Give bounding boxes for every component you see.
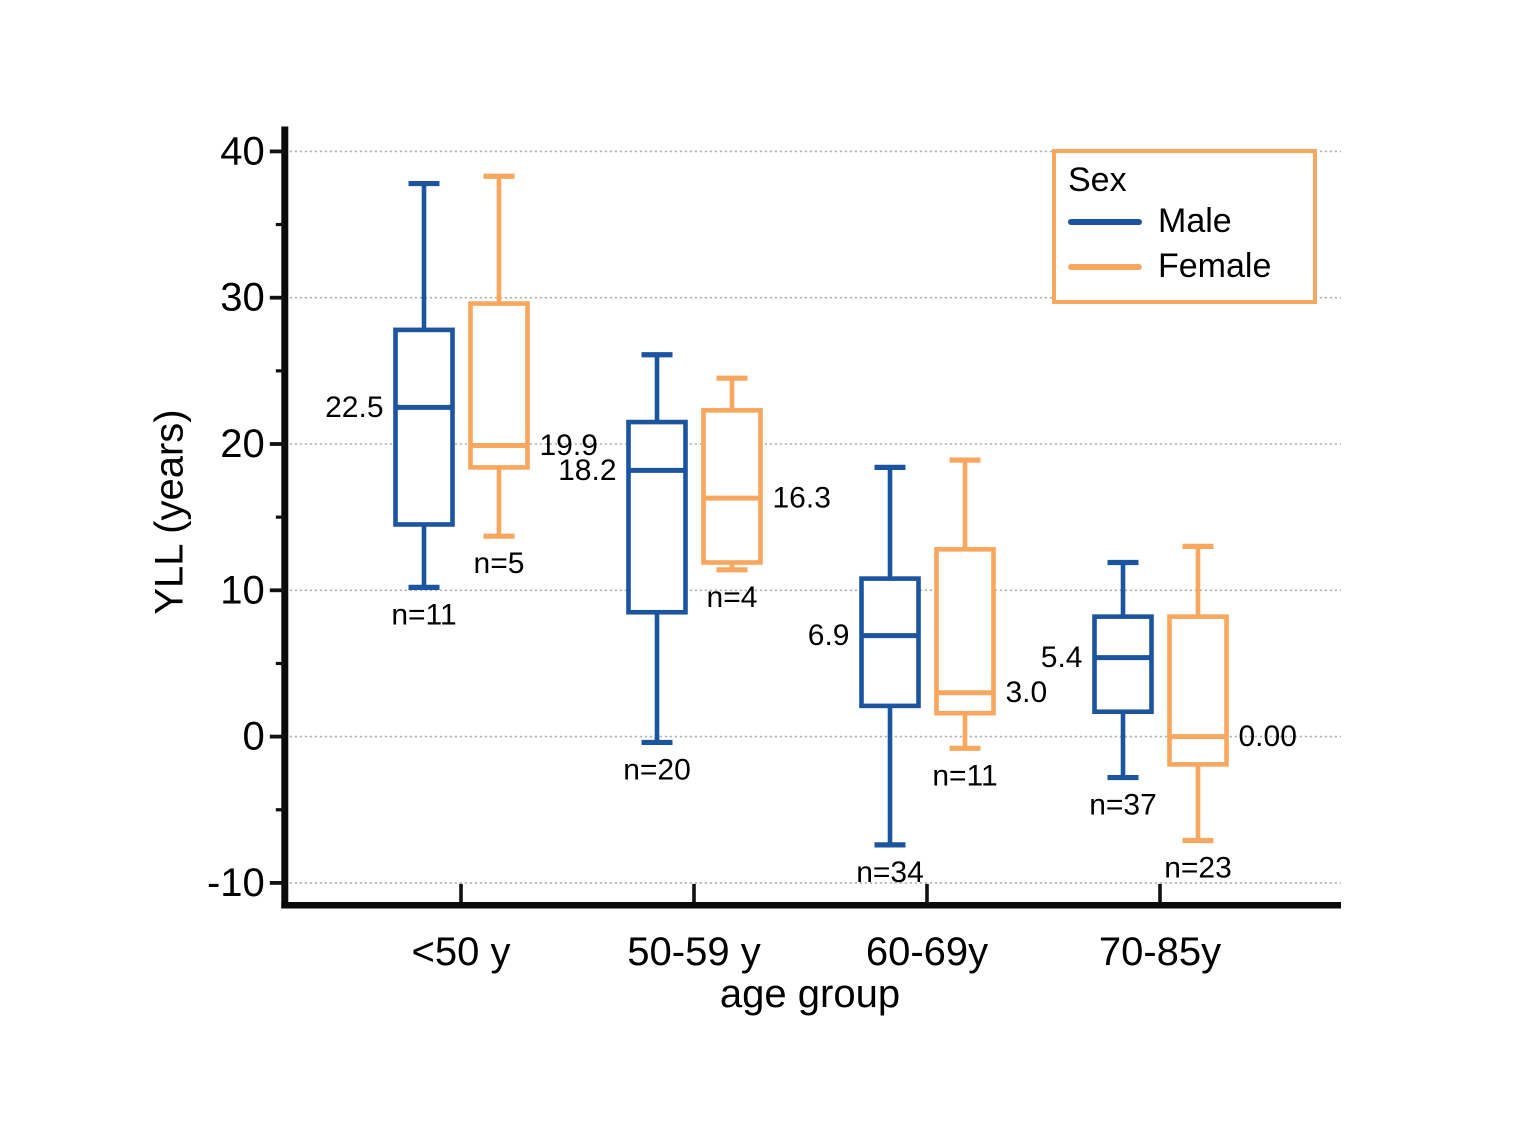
box-male-70-85y <box>1092 614 1154 715</box>
median-label-male-<50 y: 22.5 <box>325 391 383 424</box>
legend-title: Sex <box>1068 161 1127 199</box>
n-label-female-50-59 y: n=4 <box>707 581 758 614</box>
box-male-<50 y <box>393 327 455 527</box>
x-tick-label-70-85y: 70-85y <box>1099 930 1221 974</box>
median-label-female-50-59 y: 16.3 <box>773 482 831 515</box>
x-axis-spine <box>281 902 1341 909</box>
female-line-swatch <box>1068 263 1142 270</box>
box-male-50-59 y <box>626 419 688 615</box>
legend-label-female: Female <box>1158 247 1272 285</box>
y-tick-label-20: 20 <box>220 422 265 466</box>
legend-label-male: Male <box>1158 202 1232 240</box>
box-female-60-69y <box>934 547 996 716</box>
n-label-male-60-69y: n=34 <box>856 856 924 889</box>
x-tick-label-50-59 y: 50-59 y <box>627 930 760 974</box>
x-tick-label-<50 y: <50 y <box>412 930 511 974</box>
median-label-male-60-69y: 6.9 <box>808 619 850 652</box>
x-tick-label-60-69y: 60-69y <box>866 930 988 974</box>
y-axis-title: YLL (years) <box>147 409 192 615</box>
legend: Sex Male Female <box>1052 149 1317 304</box>
n-label-female-60-69y: n=11 <box>932 759 997 792</box>
n-label-female-<50 y: n=5 <box>474 547 525 580</box>
n-label-female-70-85y: n=23 <box>1164 851 1232 884</box>
median-label-male-70-85y: 5.4 <box>1041 641 1083 674</box>
y-tick-label-10: 10 <box>220 568 265 612</box>
y-tick-label--10: -10 <box>207 861 265 905</box>
n-label-male-50-59 y: n=20 <box>623 753 691 786</box>
legend-item-female: Female <box>1068 244 1313 289</box>
male-line-swatch <box>1068 218 1142 225</box>
median-label-male-50-59 y: 18.2 <box>558 454 616 487</box>
box-female-50-59 y <box>701 408 763 565</box>
n-label-male-70-85y: n=37 <box>1089 789 1157 822</box>
y-tick-label-40: 40 <box>220 129 265 173</box>
y-tick-label-30: 30 <box>220 276 265 320</box>
box-male-60-69y <box>859 576 921 709</box>
n-label-male-<50 y: n=11 <box>391 598 456 631</box>
legend-item-male: Male <box>1068 199 1313 244</box>
median-label-female-<50 y: 19.9 <box>540 429 598 462</box>
median-label-female-60-69y: 3.0 <box>1006 676 1048 709</box>
x-axis-title: age group <box>719 972 901 1016</box>
y-tick-label-0: 0 <box>243 715 265 759</box>
box-female-<50 y <box>468 301 530 470</box>
median-label-female-70-85y: 0.00 <box>1239 720 1297 753</box>
box-female-70-85y <box>1167 614 1229 767</box>
